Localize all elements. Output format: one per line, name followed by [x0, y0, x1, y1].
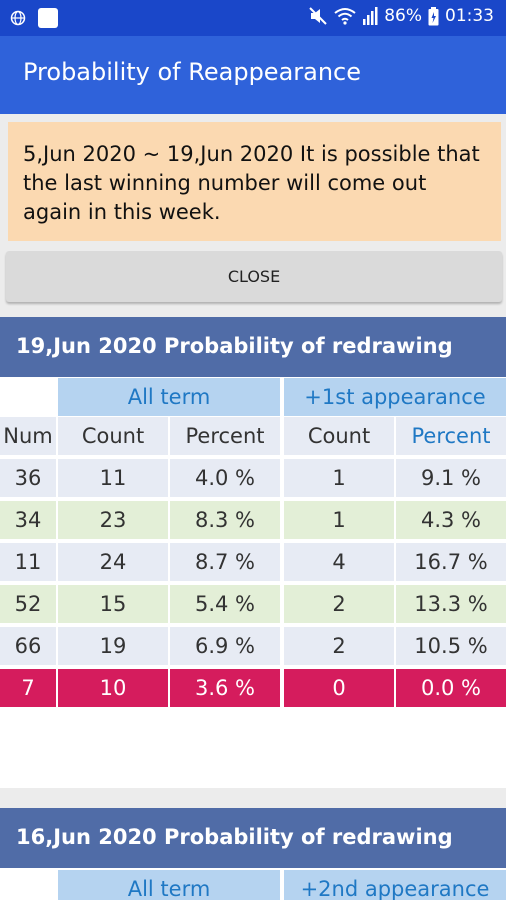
column-header-count-all: Count	[58, 417, 168, 455]
section-19-jun: 19,Jun 2020 Probability of redrawing All…	[0, 317, 506, 788]
table-cell-percent: 6.9 %	[170, 627, 280, 665]
table-cell-percent: 9.1 %	[396, 459, 506, 497]
table-cell-count: 19	[58, 627, 168, 665]
table-cell-count: 1	[284, 459, 394, 497]
app-title: Probability of Reappearance	[23, 58, 362, 86]
table-cell-percent: 13.3 %	[396, 585, 506, 623]
table-cell-count: 11	[58, 459, 168, 497]
table-cell-percent: 8.3 %	[170, 501, 280, 539]
status-right: 86% 01:33	[308, 6, 494, 26]
table-cell-count: 2	[284, 627, 394, 665]
notice-message: 5,Jun 2020 ~ 19,Jun 2020 It is possible …	[8, 122, 501, 241]
section-title: 16,Jun 2020 Probability of redrawing	[0, 808, 506, 868]
column-header-num: Num	[0, 417, 56, 455]
column-header-percent-all: Percent	[170, 417, 280, 455]
battery-percent: 86%	[384, 6, 422, 26]
column-header-percent-appearance: Percent	[396, 417, 506, 455]
table-cell-count-highlighted: 10	[58, 669, 168, 707]
table-cell-num: 34	[0, 501, 56, 539]
clock: 01:33	[445, 6, 494, 26]
table-cell-count-highlighted: 0	[284, 669, 394, 707]
table-cell-count: 15	[58, 585, 168, 623]
table-cell-percent: 8.7 %	[170, 543, 280, 581]
table-cell-num: 66	[0, 627, 56, 665]
group-header-all-term: All term	[58, 870, 280, 900]
table-cell-count: 2	[284, 585, 394, 623]
table-cell-percent: 10.5 %	[396, 627, 506, 665]
table-cell-num-highlighted: 7	[0, 669, 56, 707]
mute-icon	[309, 7, 327, 25]
table-cell-count: 23	[58, 501, 168, 539]
notification-square-icon	[38, 8, 58, 28]
close-button[interactable]: CLOSE	[6, 251, 502, 302]
probability-table: All term +1st appearance Num Count Perce…	[0, 377, 506, 788]
table-cell-count: 4	[284, 543, 394, 581]
table-cell-percent: 4.3 %	[396, 501, 506, 539]
table-cell-percent-highlighted: 3.6 %	[170, 669, 280, 707]
probability-table: All term +2nd appearance	[0, 868, 506, 900]
group-header-appearance: +2nd appearance	[284, 870, 506, 900]
table-cell-percent-highlighted: 0.0 %	[396, 669, 506, 707]
table-cell-num: 52	[0, 585, 56, 623]
column-header-count-appearance: Count	[284, 417, 394, 455]
table-cell-num: 11	[0, 543, 56, 581]
signal-icon	[363, 7, 378, 25]
table-cell-count: 1	[284, 501, 394, 539]
section-16-jun: 16,Jun 2020 Probability of redrawing All…	[0, 808, 506, 900]
group-header-all-term: All term	[58, 378, 280, 416]
globe-icon	[10, 10, 26, 26]
table-cell-percent: 16.7 %	[396, 543, 506, 581]
table-cell-percent: 5.4 %	[170, 585, 280, 623]
table-cell-count: 24	[58, 543, 168, 581]
battery-icon	[428, 6, 439, 25]
group-header-appearance: +1st appearance	[284, 378, 506, 416]
status-bar: 86% 01:33	[0, 0, 506, 36]
table-cell-percent: 4.0 %	[170, 459, 280, 497]
status-left	[10, 8, 58, 28]
wifi-icon	[334, 8, 356, 25]
table-cell-num: 36	[0, 459, 56, 497]
section-title: 19,Jun 2020 Probability of redrawing	[0, 317, 506, 377]
app-bar: Probability of Reappearance	[0, 36, 506, 114]
